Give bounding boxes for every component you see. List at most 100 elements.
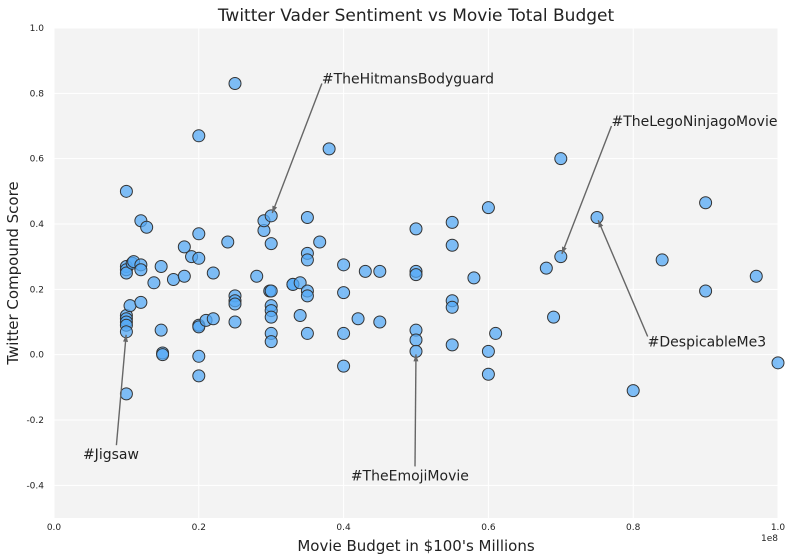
x-axis-label: Movie Budget in $100's Millions (297, 537, 534, 555)
annotation-arrowhead (123, 334, 129, 342)
data-point (699, 284, 713, 298)
data-point (373, 315, 387, 329)
data-point (119, 184, 133, 198)
data-point (409, 268, 423, 282)
y-tick-label: -0.2 (26, 416, 44, 426)
data-point (250, 269, 264, 283)
data-point (166, 273, 180, 287)
annotation-label: #TheEmojiMovie (351, 468, 469, 484)
data-point (351, 312, 365, 326)
annotation-arrowhead (561, 246, 567, 254)
data-point (177, 269, 191, 283)
data-point (154, 259, 168, 273)
data-point (547, 310, 561, 324)
y-tick-label: 0.4 (30, 220, 45, 230)
annotation-arrow (414, 354, 417, 467)
data-point (445, 238, 459, 252)
y-tick-label: 0.6 (30, 155, 45, 165)
data-point (134, 263, 148, 277)
data-point (264, 310, 278, 324)
annotation-arrowhead (272, 205, 278, 214)
data-point (481, 344, 495, 358)
annotation-arrow (561, 125, 613, 255)
data-point (228, 315, 242, 329)
x-tick-label: 0.8 (626, 523, 641, 533)
x-tick-label: 0.0 (47, 523, 62, 533)
annotation-arrow (115, 334, 127, 446)
data-point (264, 335, 278, 349)
annotation-label: #TheLegoNinjagoMovie (611, 114, 777, 130)
data-point (300, 253, 314, 267)
data-point (293, 308, 307, 322)
data-point (293, 276, 307, 290)
x-tick-label: 1.0 (771, 523, 786, 533)
data-point (554, 250, 568, 264)
data-point (655, 253, 669, 267)
data-point (373, 264, 387, 278)
data-point (409, 222, 423, 236)
data-point (192, 129, 206, 143)
data-point (539, 261, 553, 275)
tick-labels: 0.0 0.2 0.4 0.6 0.8 1.0 -0.4 -0.2 0.0 0.2 0.4 0.6 0.… (26, 24, 785, 533)
data-point (626, 384, 640, 398)
data-point (206, 266, 220, 280)
data-point (337, 258, 351, 272)
data-point (554, 152, 568, 166)
y-tick-label: 0.8 (30, 89, 45, 99)
data-point (699, 196, 713, 210)
x-offset-label: 1e8 (761, 534, 778, 544)
annotation-label: #Jigsaw (83, 447, 139, 463)
data-point (409, 333, 423, 347)
data-point (337, 359, 351, 373)
chart-title: Twitter Vader Sentiment vs Movie Total B… (217, 6, 615, 26)
data-point (489, 326, 503, 340)
data-point (300, 289, 314, 303)
data-point (134, 295, 148, 309)
data-point (228, 297, 242, 311)
annotation-arrowhead (598, 220, 604, 228)
annotation-arrow (271, 83, 323, 214)
x-tick-label: 0.4 (336, 523, 351, 533)
annotation-label: #DespicableMe3 (648, 335, 766, 351)
data-point (192, 251, 206, 265)
data-point (147, 276, 161, 290)
data-point (445, 338, 459, 352)
data-point (119, 387, 133, 401)
data-point (192, 227, 206, 241)
data-point (445, 215, 459, 229)
data-point (177, 240, 191, 254)
data-point (590, 210, 604, 224)
data-point (206, 312, 220, 326)
data-point (264, 237, 278, 251)
data-point (358, 264, 372, 278)
data-point (156, 348, 170, 362)
annotations: #TheHitmansBodyguard #TheLegoNinjagoMovie… (83, 72, 778, 485)
data-point (154, 323, 168, 337)
data-point (337, 326, 351, 340)
data-point (313, 235, 327, 249)
y-tick-label: 0.0 (30, 351, 45, 361)
data-point (481, 367, 495, 381)
annotation-arrow (597, 219, 649, 337)
data-point (771, 356, 785, 370)
data-point (192, 349, 206, 363)
data-point (445, 300, 459, 314)
x-tick-label: 0.2 (192, 523, 206, 533)
data-point (123, 299, 137, 313)
data-point (300, 210, 314, 224)
y-axis-label: Twitter Compound Score (4, 181, 22, 365)
data-points (119, 77, 785, 401)
y-tick-label: 0.2 (30, 285, 44, 295)
data-point (264, 209, 278, 223)
data-point (221, 235, 235, 249)
data-point (300, 326, 314, 340)
data-point (264, 284, 278, 298)
data-point (322, 142, 336, 156)
annotation-arrowhead (413, 354, 419, 362)
data-point (192, 369, 206, 383)
data-point (119, 266, 133, 280)
x-tick-label: 0.6 (481, 523, 496, 533)
data-point (228, 77, 242, 91)
data-point (467, 271, 481, 285)
